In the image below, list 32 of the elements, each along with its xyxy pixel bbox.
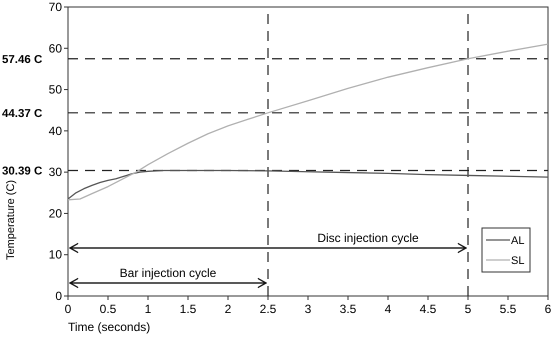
ref-line-label: 30.39 C	[2, 166, 42, 178]
ref-line-label: 44.37 C	[2, 108, 42, 120]
x-tick-label: 0.5	[100, 302, 117, 316]
x-axis-title: Time (seconds)	[68, 320, 150, 334]
x-tick-label: 4.5	[420, 302, 437, 316]
x-tick-label: 0	[64, 302, 72, 316]
legend-label: SL	[511, 255, 524, 267]
y-tick-label: 40	[48, 124, 62, 138]
y-tick-label: 10	[48, 248, 62, 262]
y-tick-label: 70	[48, 0, 62, 14]
x-tick-label: 3	[304, 302, 312, 316]
y-tick-label: 60	[48, 41, 62, 56]
x-tick-label: 1.5	[180, 302, 197, 316]
x-tick-label: 2.5	[260, 302, 277, 316]
y-axis-title: Temperature (C)	[5, 180, 17, 260]
line-series	[67, 44, 549, 200]
legend-label: AL	[511, 235, 524, 247]
x-tick-label: 6	[544, 302, 552, 316]
x-tick-label: 4	[384, 302, 392, 316]
y-tick-label: 30	[48, 165, 62, 180]
x-tick-label: 5	[464, 302, 472, 316]
y-tick-label: 20	[48, 206, 62, 220]
ref-line-label: 57.46 C	[2, 54, 42, 66]
y-tick-label: 0	[55, 289, 62, 303]
x-tick-label: 2	[224, 302, 232, 316]
y-tick-label: 50	[48, 82, 62, 97]
line-series	[67, 170, 549, 200]
x-tick-label: 3.5	[340, 302, 357, 316]
annotation: Bar injection cycle	[120, 266, 217, 280]
x-tick-label: 1	[144, 302, 152, 316]
annotation: Disc injection cycle	[317, 231, 420, 245]
x-tick-label: 5.5	[500, 302, 517, 316]
